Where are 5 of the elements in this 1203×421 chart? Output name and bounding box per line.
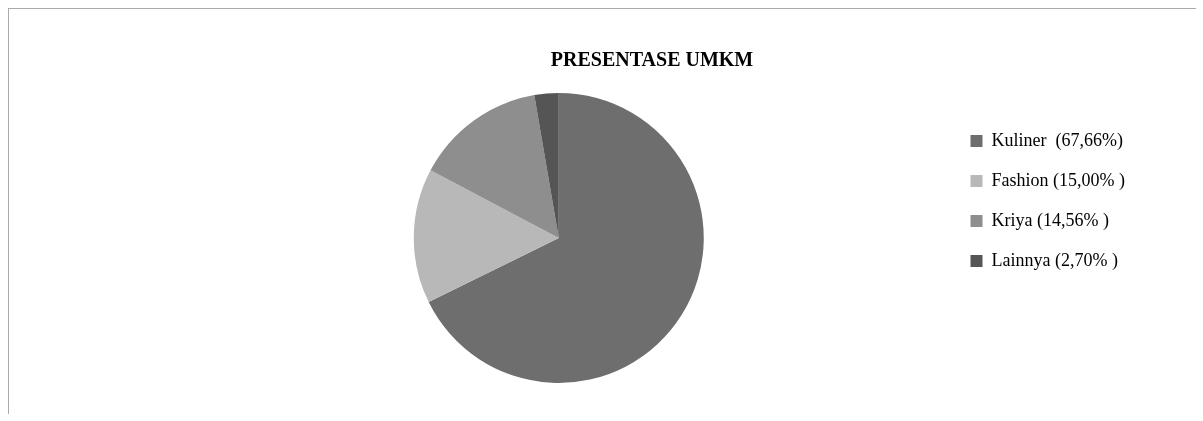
legend-label: Kriya (14,56% ) — [991, 209, 1109, 231]
legend-label: Kuliner (67,66%) — [991, 129, 1123, 151]
legend-label: Lainnya (2,70% ) — [991, 249, 1118, 271]
chart-title: PRESENTASE UMKM — [550, 48, 754, 71]
legend-label: Fashion (15,00% ) — [991, 169, 1126, 191]
